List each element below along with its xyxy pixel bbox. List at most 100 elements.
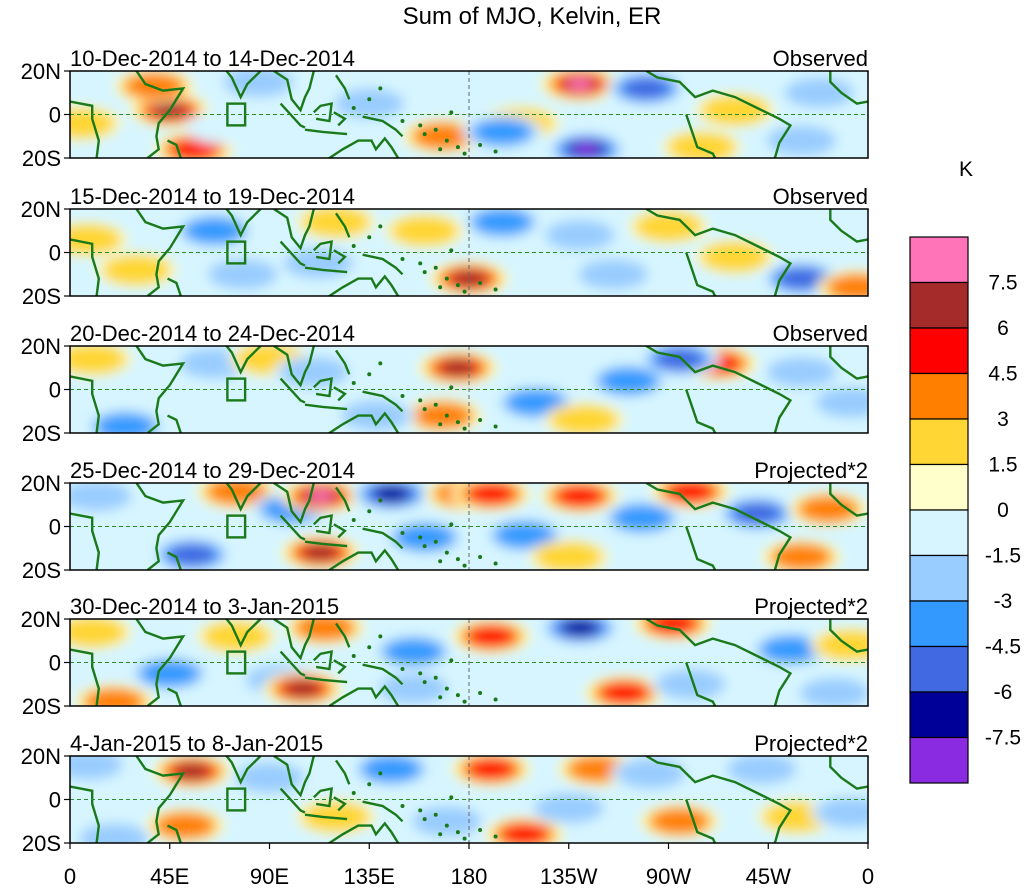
cool-anomaly-contour [208, 259, 278, 290]
coastline [273, 483, 315, 525]
warm-anomaly-contour [799, 496, 858, 522]
island [493, 834, 498, 839]
warm-anomaly-contour [827, 274, 868, 296]
island [433, 812, 438, 817]
coastline [135, 71, 186, 158]
coastline [70, 785, 101, 843]
island [462, 426, 467, 431]
coastline [135, 209, 186, 296]
coastline [279, 102, 306, 129]
coastline [645, 619, 793, 706]
island [444, 686, 449, 691]
cool-anomaly-contour [140, 660, 199, 686]
island [444, 413, 449, 418]
island [351, 105, 356, 110]
cool-anomaly-contour [379, 673, 449, 704]
warm-anomaly-contour [567, 78, 593, 91]
coastline [312, 514, 333, 535]
warm-anomaly-contour [156, 813, 215, 839]
island [462, 151, 467, 156]
island [433, 675, 438, 680]
coastline [279, 787, 306, 814]
colorbar-swatch [909, 327, 969, 375]
colorbar-swatch [909, 645, 969, 693]
warm-anomaly-contour [173, 763, 210, 780]
colorbar: K 7.5 6 4.5 3 1.5 0 -1.5 -3 -4.5 -6 -7.5 [909, 158, 1021, 784]
island [418, 535, 423, 540]
island [462, 289, 467, 294]
warm-anomaly-contour [549, 405, 619, 433]
island [367, 372, 372, 377]
island [462, 699, 467, 704]
cool-anomaly-contour [334, 88, 404, 119]
coastline [304, 128, 348, 136]
cool-anomaly-contour [815, 387, 868, 418]
cool-anomaly-contour [384, 639, 443, 665]
panel-date-range: 30-Dec-2014 to 3-Jan-2015 [70, 594, 339, 619]
x-tick-label: 0 [862, 864, 874, 889]
coastline [279, 514, 306, 541]
coastlines [70, 346, 868, 433]
coastline [327, 411, 400, 433]
cool-anomaly-contour [412, 806, 482, 837]
y-tick-label: 20S [22, 284, 61, 309]
coastline [312, 787, 333, 808]
island [455, 830, 460, 835]
coastline [685, 526, 717, 570]
island [351, 517, 356, 522]
coastline [70, 512, 101, 570]
coastline [645, 209, 793, 296]
y-tick-label: 0 [49, 378, 61, 403]
island [400, 804, 405, 809]
panel-status: Observed [773, 321, 868, 346]
island [378, 224, 383, 229]
coastline [273, 71, 315, 113]
coastline [645, 483, 793, 570]
panel-status: Observed [773, 46, 868, 71]
warm-anomaly-contour [634, 211, 703, 242]
island [449, 795, 454, 800]
panel-status: Observed [773, 184, 868, 209]
warm-anomaly-contour [467, 758, 515, 780]
island [493, 287, 498, 292]
cool-anomaly-contour [767, 357, 836, 387]
coastline [645, 346, 793, 433]
coastline [304, 813, 348, 821]
cool-anomaly-contour [495, 522, 554, 548]
colorbar-label: 4.5 [988, 363, 1017, 386]
island [367, 509, 372, 514]
island [378, 498, 383, 503]
colorbar-swatch [909, 463, 969, 511]
y-tick-label: 20S [22, 831, 61, 856]
coastline [327, 274, 400, 296]
island [422, 407, 427, 412]
island [438, 559, 443, 564]
panel: 10-Dec-2014 to 14-Dec-2014 Observed 20N 0 20… [21, 46, 869, 171]
x-tick-label: 90W [646, 864, 691, 889]
anomaly-field [70, 209, 868, 296]
cool-anomaly-contour [761, 636, 820, 663]
coastline [829, 619, 868, 653]
x-tick-label: 135E [344, 864, 395, 889]
colorbar-units: K [959, 158, 973, 181]
island [378, 771, 383, 776]
island [400, 531, 405, 536]
coastline [327, 821, 400, 843]
warm-anomaly-contour [700, 242, 770, 272]
warm-anomaly-contour [534, 542, 604, 570]
panel-status: Projected*2 [754, 731, 868, 756]
island [422, 270, 427, 275]
island [438, 422, 443, 427]
cool-anomaly-contour [815, 797, 868, 828]
cool-anomaly-contour [612, 505, 671, 531]
warm-anomaly-contour [301, 209, 371, 237]
coastline [279, 650, 306, 677]
colorbar-swatch [909, 236, 969, 284]
coastline [685, 389, 717, 433]
coastline [335, 349, 351, 375]
y-tick-label: 20S [22, 694, 61, 719]
cool-anomaly-contour [800, 678, 868, 706]
island [455, 557, 460, 562]
panel-status: Projected*2 [754, 594, 868, 619]
island [455, 693, 460, 698]
